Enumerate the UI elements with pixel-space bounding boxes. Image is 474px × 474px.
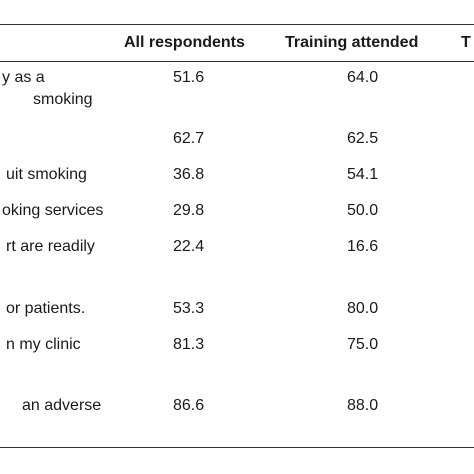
row-4-all-respondents: 29.8	[173, 202, 205, 219]
row-1-all-respondents: 51.6	[173, 69, 205, 86]
row-8-all-respondents: 86.6	[173, 397, 205, 414]
row-1-statement: y as a smoking	[0, 67, 120, 111]
table-bottom-rule	[0, 447, 474, 448]
row-2-all-respondents: 62.7	[173, 130, 205, 147]
header-third-column: T	[461, 34, 471, 51]
row-3-training-attended: 54.1	[347, 166, 379, 183]
row-6-training-attended: 80.0	[347, 300, 379, 317]
row-8-statement: an adverse	[22, 397, 102, 414]
row-5-statement: rt are readily	[6, 238, 95, 255]
table-top-rule	[0, 24, 474, 25]
row-7-training-attended: 75.0	[347, 336, 379, 353]
row-1-training-attended: 64.0	[347, 69, 379, 86]
row-6-statement: or patients.	[6, 300, 86, 317]
row-6-all-respondents: 53.3	[173, 300, 205, 317]
row-7-statement: n my clinic	[6, 336, 81, 353]
row-7-all-respondents: 81.3	[173, 336, 205, 353]
header-all-respondents: All respondents	[124, 34, 245, 51]
row-3-all-respondents: 36.8	[173, 166, 205, 183]
row-3-statement: uit smoking	[6, 166, 87, 183]
table-header-rule	[0, 61, 474, 62]
row-1-statement-line-2: smoking	[33, 91, 93, 108]
row-4-training-attended: 50.0	[347, 202, 379, 219]
row-5-all-respondents: 22.4	[173, 238, 205, 255]
header-training-attended: Training attended	[285, 34, 419, 51]
row-2-training-attended: 62.5	[347, 130, 379, 147]
row-4-statement: oking services	[2, 202, 104, 219]
row-8-training-attended: 88.0	[347, 397, 379, 414]
row-5-training-attended: 16.6	[347, 238, 379, 255]
row-1-statement-line-1: y as a	[2, 69, 45, 86]
